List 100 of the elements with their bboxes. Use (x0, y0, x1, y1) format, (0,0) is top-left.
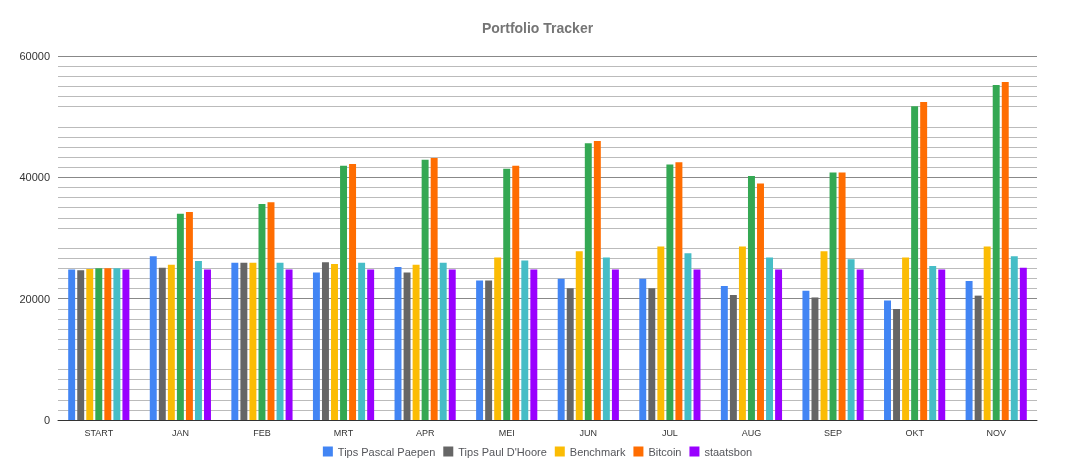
bar (485, 280, 493, 420)
bar (938, 269, 946, 420)
bar (421, 159, 429, 420)
bar (675, 162, 683, 420)
y-tick-label: 60000 (19, 50, 50, 62)
bar (258, 204, 266, 420)
bar (757, 183, 764, 420)
bar (240, 262, 248, 420)
bar (340, 165, 348, 420)
bar (412, 264, 420, 420)
x-tick-label: JUN (579, 427, 598, 438)
bar (185, 211, 193, 420)
bar (367, 269, 375, 420)
bar (113, 268, 121, 420)
bar (747, 176, 755, 420)
bar (729, 295, 737, 420)
bar (593, 140, 601, 420)
bar (276, 262, 284, 420)
y-tick-label: 0 (43, 414, 50, 426)
bar (530, 269, 538, 420)
bar (95, 268, 103, 420)
bar (829, 172, 837, 420)
x-tick-label: MEI (498, 427, 515, 438)
bar (639, 278, 647, 420)
bar (1010, 256, 1018, 420)
legend-label: Bitcoin (648, 445, 682, 458)
bar (194, 261, 202, 420)
bar (838, 172, 846, 420)
bar (902, 257, 910, 420)
bar (983, 246, 991, 420)
bar (77, 270, 85, 420)
bar (331, 264, 338, 420)
bar (611, 269, 619, 420)
bar (992, 85, 1000, 420)
legend-label: Tips Paul D'Hoore (458, 445, 547, 458)
bar (448, 269, 456, 420)
bar (1019, 267, 1027, 420)
x-tick-label: FEB (253, 427, 271, 438)
bar (684, 253, 692, 420)
x-tick-label: NOV (986, 427, 1006, 438)
bar (856, 269, 864, 420)
bar (167, 264, 175, 420)
bar (439, 262, 447, 420)
bar (893, 308, 901, 420)
bar (349, 163, 357, 420)
bar (158, 267, 166, 420)
bar (430, 157, 438, 420)
bar (974, 295, 982, 420)
y-tick-label: 20000 (19, 292, 50, 305)
bar (575, 251, 583, 420)
bar (766, 257, 774, 420)
bar (494, 257, 502, 420)
bar (249, 262, 257, 420)
bar (358, 262, 366, 420)
bar (657, 246, 665, 420)
x-tick-label: AUG (741, 427, 762, 438)
bar (557, 278, 565, 420)
bar (566, 288, 574, 420)
x-tick-label: SEP (824, 427, 843, 438)
x-tick-label: APR (415, 427, 435, 438)
chart-title: Portfolio Tracker (481, 20, 594, 36)
bar (920, 102, 928, 420)
bar (929, 265, 937, 420)
x-tick-label: JAN (171, 427, 189, 438)
y-tick-label: 40000 (19, 171, 50, 184)
x-tick-label: OKT (905, 427, 925, 438)
bar (720, 285, 728, 420)
bar (584, 143, 592, 420)
bar (149, 256, 157, 420)
bar (403, 272, 411, 420)
x-tick-label: START (84, 427, 114, 438)
bar (1001, 82, 1009, 420)
bar (602, 257, 610, 420)
x-tick-label: MRT (333, 427, 354, 438)
bar (104, 268, 112, 420)
bar (321, 262, 329, 420)
bar (204, 269, 211, 420)
bar (802, 290, 810, 420)
bar (512, 165, 520, 420)
bar (911, 106, 919, 420)
bar (231, 262, 239, 420)
bar (476, 280, 484, 420)
bar (965, 281, 973, 420)
legend-label: Benchmark (569, 445, 626, 458)
bar (847, 259, 855, 420)
bar (503, 168, 511, 420)
legend-label: Tips Pascal Paepen (337, 445, 436, 458)
bar (122, 269, 130, 420)
bar (775, 269, 783, 420)
bar (285, 269, 293, 420)
bar (648, 288, 656, 420)
bar (521, 260, 529, 420)
bar (176, 213, 184, 420)
bar (738, 246, 746, 420)
bar (666, 164, 674, 420)
x-tick-label: JUL (661, 427, 678, 438)
bar (68, 269, 76, 420)
bar (811, 297, 819, 420)
bar (86, 268, 94, 420)
bar (312, 272, 320, 420)
